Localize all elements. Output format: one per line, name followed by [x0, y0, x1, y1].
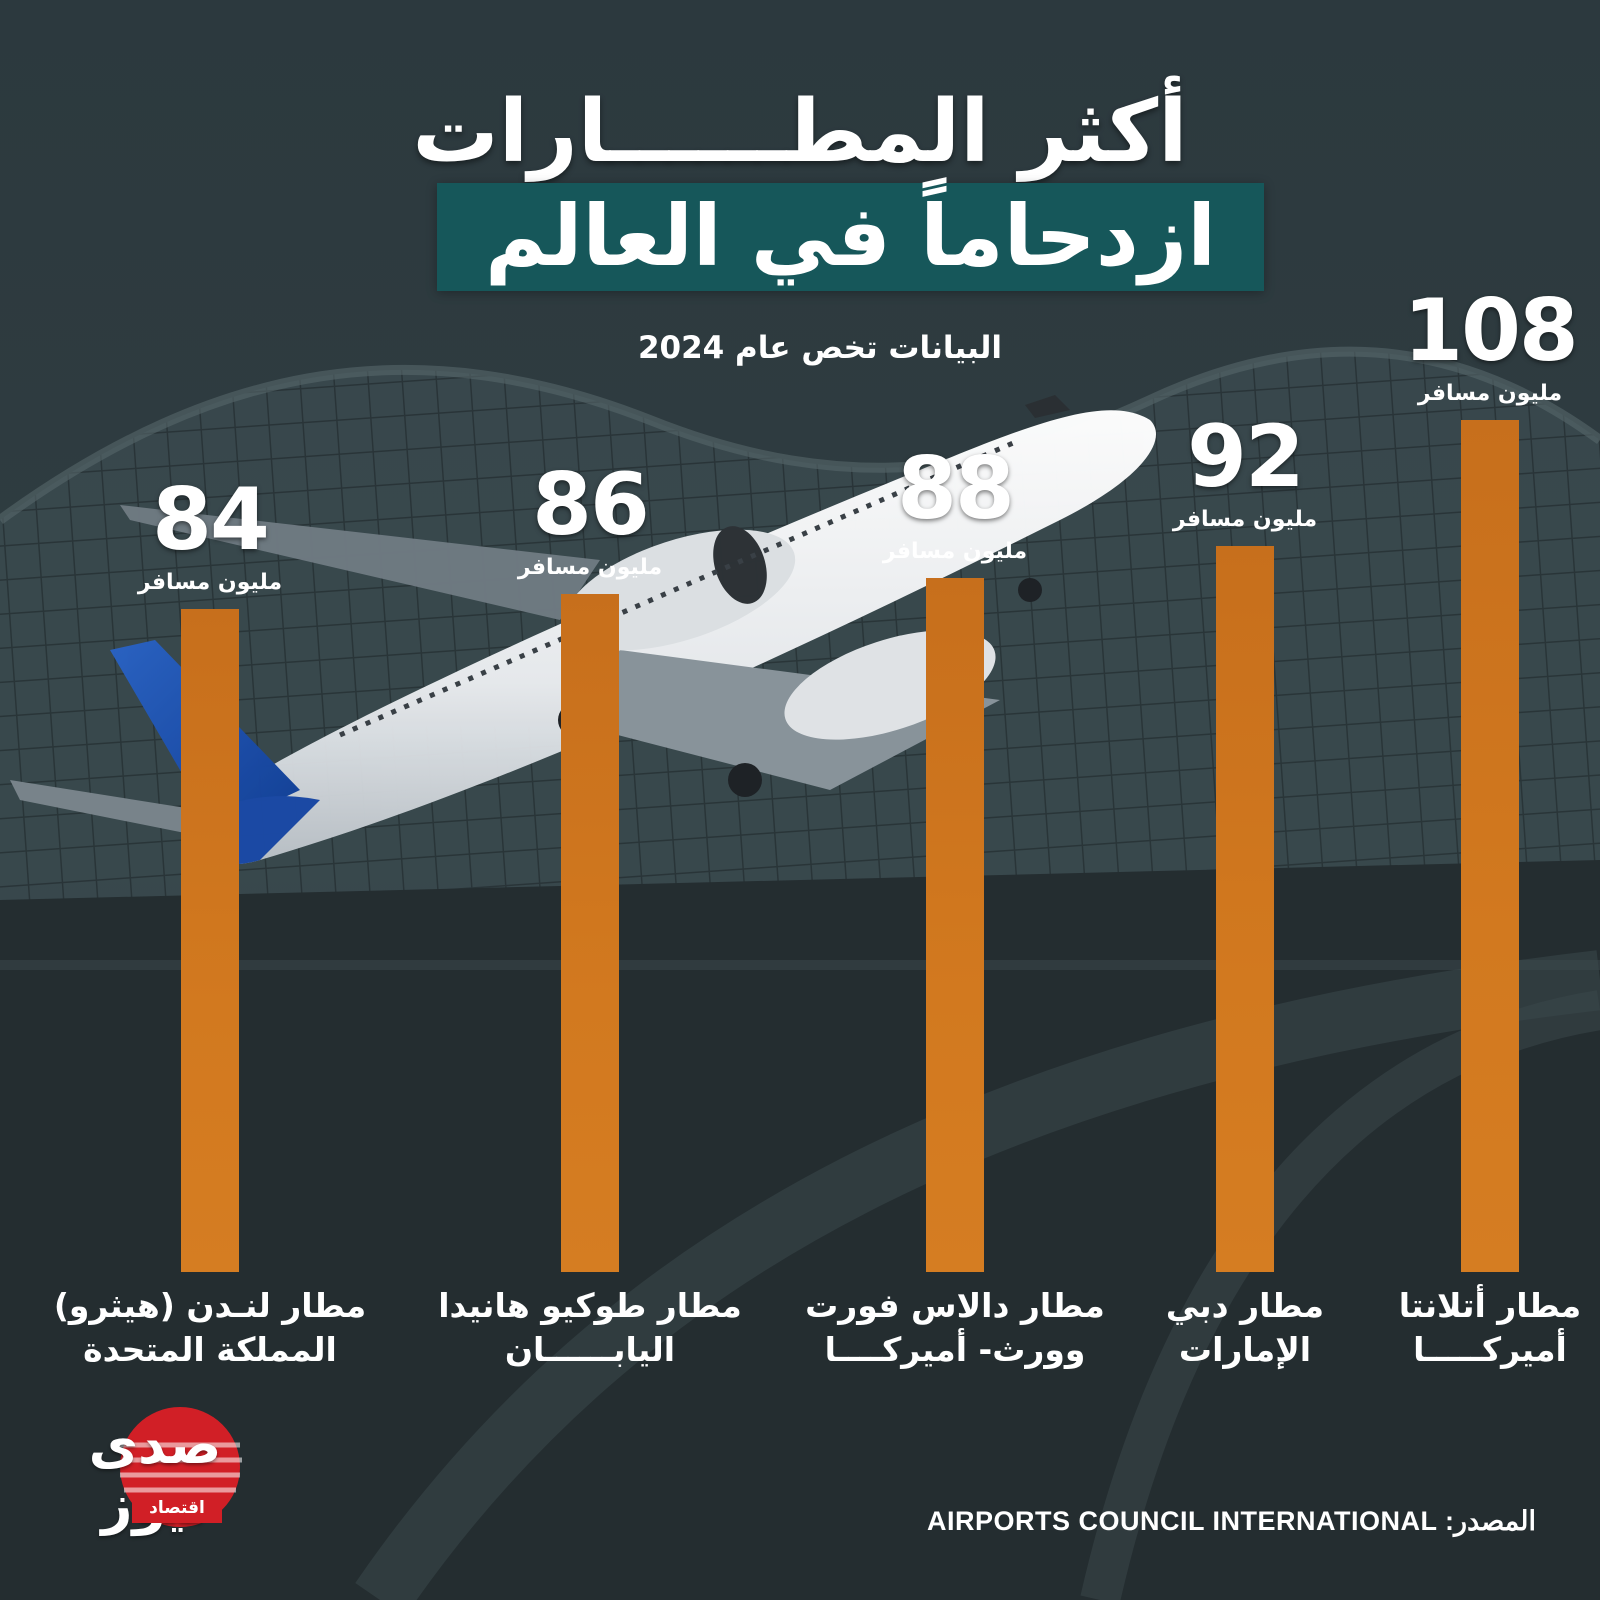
logo-subtitle: اقتصاد [132, 1493, 222, 1523]
bar-category-label: مطار لنـدن (هيثرو) المملكة المتحدة [50, 1284, 370, 1372]
category-line-1: مطار دبي [1165, 1286, 1325, 1325]
bar-value-label: 92 [1187, 407, 1305, 508]
chart-title-line2: ازدحاماً في العالم [484, 187, 1217, 285]
bar-unit-label: مليون مسافر [1172, 507, 1318, 533]
bar-group-4: 92 مليون مسافر مطار دبي الإمارات [1125, 0, 1365, 1600]
category-line-2: المملكة المتحدة [83, 1330, 337, 1369]
bar-category-label: مطار طوكيو هانيدا اليابــــــان [430, 1284, 750, 1372]
bar-category-label: مطار دالاس فورت وورث- أميركــــا [795, 1284, 1115, 1372]
bar-value-label: 108 [1403, 281, 1579, 381]
bar-group-5: 108 مليون مسافر مطار أتلانتا أميركـــــا [1370, 0, 1600, 1600]
bar-5 [1461, 420, 1519, 1272]
bar-unit-label: مليون مسافر [1417, 381, 1563, 406]
bar-3 [926, 577, 984, 1272]
category-line-2: الإمارات [1178, 1330, 1312, 1369]
category-line-2: اليابــــــان [504, 1330, 676, 1369]
category-line-1: مطار طوكيو هانيدا [438, 1286, 742, 1325]
bar-value-label: 86 [532, 454, 650, 555]
bar-2 [561, 593, 619, 1272]
chart-title-line1: أكثر المطــــــارات [412, 82, 1188, 182]
bar-group-2: 86 مليون مسافر مطار طوكيو هانيدا اليابـــــ… [438, 0, 742, 1600]
source-credit: المصدر: AIRPORTS COUNCIL INTERNATIONAL [927, 1506, 1536, 1536]
title-band [437, 183, 1264, 291]
category-line-1: مطار لنـدن (هيثرو) [53, 1286, 367, 1325]
bar-group-3: 88 مليون مسافر مطار دالاس فورت وورث- أميركـ… [805, 0, 1105, 1600]
bar-value-label: 84 [152, 470, 270, 571]
category-line-2: أميركـــــا [1413, 1330, 1567, 1369]
bar-unit-label: مليون مسافر [517, 554, 663, 580]
bar-group-1: 84 مليون مسافر مطار لنـدن (هيثرو) المملكة ا… [54, 0, 366, 1600]
category-line-2: وورث- أميركــــا [824, 1330, 1086, 1369]
category-line-1: مطار أتلانتا [1398, 1286, 1582, 1325]
bar-1 [181, 609, 239, 1272]
brand-logo: صدى نيوز اقتصاد [60, 1405, 260, 1545]
category-line-1: مطار دالاس فورت [805, 1286, 1105, 1325]
bar-4 [1216, 546, 1274, 1272]
bar-unit-label: مليون مسافر [137, 570, 283, 596]
bar-category-label: مطار أتلانتا أميركـــــا [1330, 1284, 1600, 1372]
bar-value-label: 88 [897, 438, 1015, 539]
bar-unit-label: مليون مسافر [882, 538, 1028, 564]
bar-category-label: مطار دبي الإمارات [1085, 1284, 1405, 1372]
chart-subtitle: البيانات تخص عام 2024 [637, 330, 1003, 366]
